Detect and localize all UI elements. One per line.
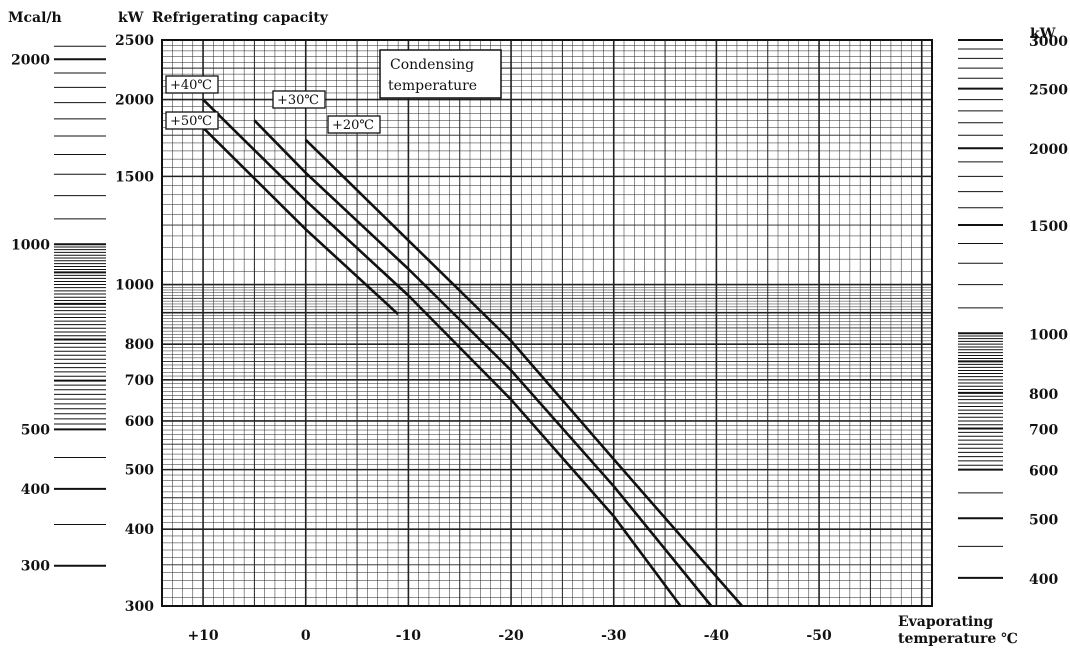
left-tick-label: 300 [21, 559, 50, 575]
right-tick-label: 2000 [1029, 142, 1068, 158]
x-tick-label: -30 [601, 628, 627, 644]
x-tick-label: -10 [396, 628, 422, 644]
x-axis-label-line1: Evaporating [898, 614, 993, 630]
series-label-box [327, 115, 381, 134]
curves [202, 98, 744, 607]
axis-ticks: 300 400 500 600 700 800 1000 1500 2000 2500 300 400… [11, 33, 1068, 644]
x-tick-label: -20 [498, 628, 524, 644]
right-tick-label: 2500 [1029, 83, 1068, 99]
legend-title-box [379, 49, 502, 99]
y-tick-label: 800 [125, 337, 154, 353]
right-tick-label: 3000 [1029, 34, 1068, 50]
left-tick-label: 2000 [11, 52, 50, 68]
x-tick-label: -50 [806, 628, 832, 644]
side-scales [54, 39, 1003, 579]
series-line [253, 119, 713, 607]
y-tick-label: 1500 [115, 169, 154, 185]
series-label: +40℃ [170, 78, 212, 93]
chart-title: Refrigerating capacity [152, 10, 329, 26]
right-tick-label: 800 [1029, 387, 1058, 403]
right-tick-label: 700 [1029, 422, 1058, 438]
right-unit-label: kW [1030, 26, 1056, 42]
y-tick-label: 700 [125, 373, 154, 389]
series-line [202, 98, 682, 607]
x-axis-label-line2: temperature ℃ [898, 631, 1018, 647]
legend-title-line2: temperature [388, 78, 477, 94]
y-tick-label: 500 [125, 463, 154, 479]
y-tick-label: 2500 [115, 33, 154, 49]
left-tick-label: 1000 [11, 237, 50, 253]
y-tick-label: 2000 [115, 93, 154, 109]
left-tick-label: 400 [21, 482, 50, 498]
right-tick-label: 1500 [1029, 219, 1068, 235]
right-tick-label: 400 [1029, 572, 1058, 588]
series-labels: +50℃ +40℃ +30℃ +20℃ [165, 75, 381, 134]
series-label-box [272, 90, 326, 109]
right-tick-label: 500 [1029, 512, 1058, 528]
left-tick-label: 500 [21, 422, 50, 438]
x-tick-label: +10 [187, 628, 218, 644]
series-label-box [165, 111, 219, 130]
y-tick-label: 400 [125, 522, 154, 538]
x-tick-label: 0 [301, 628, 311, 644]
series-label: +20℃ [332, 118, 374, 133]
series-label: +30℃ [277, 93, 319, 108]
series-label-box [165, 75, 219, 94]
y-tick-label: 1000 [115, 278, 154, 294]
series-label: +50℃ [170, 114, 212, 129]
plot-frame [161, 39, 933, 607]
left-unit-label: Mcal/h [8, 10, 62, 26]
right-tick-label: 1000 [1029, 327, 1068, 343]
grid [161, 39, 933, 607]
y-tick-label: 300 [125, 599, 154, 615]
x-tick-label: -40 [704, 628, 730, 644]
legend-title-line1: Condensing [390, 57, 474, 73]
y-tick-label: 600 [125, 414, 154, 430]
series-line [202, 126, 399, 316]
series-line [304, 138, 744, 607]
y-unit-label: kW [118, 10, 144, 26]
right-tick-label: 600 [1029, 464, 1058, 480]
labels: Mcal/h kW Refrigerating capacity kW Evap… [8, 10, 1056, 647]
